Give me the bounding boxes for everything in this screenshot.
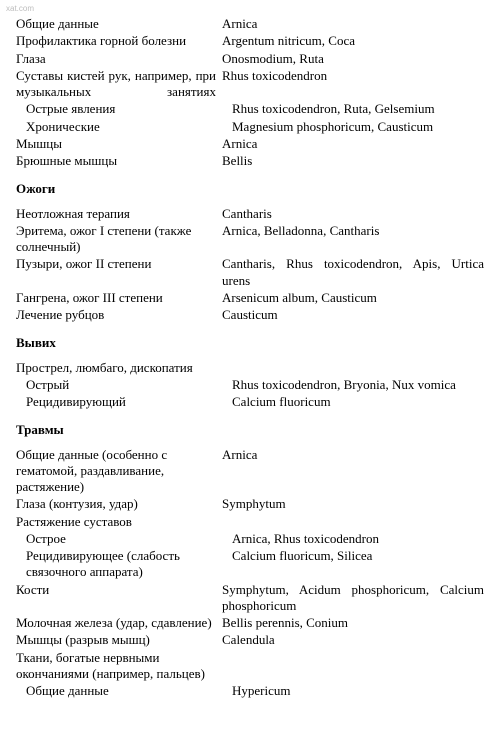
- entry-row: Лечение рубцовCausticum: [16, 307, 484, 323]
- entry-row: ОстроеArnica, Rhus toxicodendron: [16, 531, 484, 547]
- condition-label: Пузыри, ожог II степени: [16, 256, 222, 272]
- condition-label: Кости: [16, 582, 222, 598]
- remedy-value: Causticum: [222, 307, 484, 323]
- condition-label: Общие данные: [16, 683, 232, 699]
- remedy-value: Arnica: [222, 16, 484, 32]
- condition-label: Гангрена, ожог III степени: [16, 290, 222, 306]
- entry-row: Растяжение суставов: [16, 514, 484, 530]
- watermark: xat.com: [6, 4, 34, 14]
- remedy-value: Calcium fluoricum: [232, 394, 484, 410]
- remedy-value: Arnica, Rhus toxicodendron: [232, 531, 484, 547]
- remedy-value: Argentum nitricum, Coca: [222, 33, 484, 49]
- remedy-value: Arnica, Belladonna, Cantharis: [222, 223, 484, 239]
- entry-row: ГлазаOnosmodium, Ruta: [16, 51, 484, 67]
- condition-label: Эритема, ожог I степени (также солнечный…: [16, 223, 222, 256]
- entry-row: Глаза (контузия, удар)Symphytum: [16, 496, 484, 512]
- remedy-value: Rhus toxicodendron: [222, 68, 484, 84]
- entry-row: МышцыArnica: [16, 136, 484, 152]
- condition-label: Растяжение суставов: [16, 514, 222, 530]
- condition-label: Общие данные (особенно с гематомой, разд…: [16, 447, 222, 496]
- entry-row: РецидивирующийCalcium fluoricum: [16, 394, 484, 410]
- condition-label: Ткани, богатые нервными окончаниями (нап…: [16, 650, 222, 683]
- condition-label: Острые явления: [16, 101, 232, 117]
- remedy-value: Bellis perennis, Conium: [222, 615, 484, 631]
- remedy-value: Bellis: [222, 153, 484, 169]
- condition-label: Рецидивирующий: [16, 394, 232, 410]
- condition-label: Острое: [16, 531, 232, 547]
- remedy-value: Rhus toxicodendron, Ruta, Gelsemium: [232, 101, 484, 117]
- section-heading: Вывих: [16, 335, 484, 351]
- entry-row: Общие данные (особенно с гематомой, разд…: [16, 447, 484, 496]
- entry-row: Суставы кистей рук, например, при музыка…: [16, 68, 484, 101]
- remedy-value: Arnica: [222, 136, 484, 152]
- condition-label: Глаза (контузия, удар): [16, 496, 222, 512]
- entry-row: Эритема, ожог I степени (также солнечный…: [16, 223, 484, 256]
- entry-row: Рецидивирующее (слабость связочного аппа…: [16, 548, 484, 581]
- remedy-value: Symphytum, Acidum phosphoricum, Calcium …: [222, 582, 484, 615]
- document-body: Общие данныеArnicaПрофилактика горной бо…: [16, 12, 484, 699]
- entry-row: Гангрена, ожог III степениArsenicum albu…: [16, 290, 484, 306]
- entry-row: Молочная железа (удар, сдавление)Bellis …: [16, 615, 484, 631]
- condition-label: Глаза: [16, 51, 222, 67]
- condition-label: Прострел, люмбаго, дископатия: [16, 360, 222, 376]
- remedy-value: Magnesium phosphoricum, Causticum: [232, 119, 484, 135]
- entry-row: ХроническиеMagnesium phosphoricum, Caust…: [16, 119, 484, 135]
- condition-label: Брюшные мышцы: [16, 153, 222, 169]
- entry-row: Профилактика горной болезниArgentum nitr…: [16, 33, 484, 49]
- condition-label: Профилактика горной болезни: [16, 33, 222, 49]
- remedy-value: Symphytum: [222, 496, 484, 512]
- entry-row: Неотложная терапияCantharis: [16, 206, 484, 222]
- remedy-value: Rhus toxicodendron, Bryonia, Nux vomica: [232, 377, 484, 393]
- entry-row: КостиSymphytum, Acidum phosphoricum, Cal…: [16, 582, 484, 615]
- remedy-value: Cantharis: [222, 206, 484, 222]
- remedy-value: Arnica: [222, 447, 484, 463]
- condition-label: Молочная железа (удар, сдавление): [16, 615, 222, 631]
- condition-label: Хронические: [16, 119, 232, 135]
- entry-row: Общие данныеHypericum: [16, 683, 484, 699]
- remedy-value: Calcium fluoricum, Silicea: [232, 548, 484, 564]
- entry-row: Ткани, богатые нервными окончаниями (нап…: [16, 650, 484, 683]
- entry-row: Мышцы (разрыв мышц)Calendula: [16, 632, 484, 648]
- section-heading: Ожоги: [16, 181, 484, 197]
- condition-label: Лечение рубцов: [16, 307, 222, 323]
- remedy-value: Hypericum: [232, 683, 484, 699]
- entry-row: Общие данныеArnica: [16, 16, 484, 32]
- condition-label: Суставы кистей рук, например, при музыка…: [16, 68, 222, 101]
- condition-label: Неотложная терапия: [16, 206, 222, 222]
- section-heading: Травмы: [16, 422, 484, 438]
- entry-row: Брюшные мышцыBellis: [16, 153, 484, 169]
- condition-label: Мышцы (разрыв мышц): [16, 632, 222, 648]
- entry-row: ОстрыйRhus toxicodendron, Bryonia, Nux v…: [16, 377, 484, 393]
- remedy-value: Cantharis, Rhus toxicodendron, Apis, Urt…: [222, 256, 484, 289]
- condition-label: Общие данные: [16, 16, 222, 32]
- entry-row: Острые явленияRhus toxicodendron, Ruta, …: [16, 101, 484, 117]
- condition-label: Острый: [16, 377, 232, 393]
- entry-row: Пузыри, ожог II степениCantharis, Rhus t…: [16, 256, 484, 289]
- remedy-value: Onosmodium, Ruta: [222, 51, 484, 67]
- remedy-value: Calendula: [222, 632, 484, 648]
- condition-label: Мышцы: [16, 136, 222, 152]
- remedy-value: Arsenicum album, Causticum: [222, 290, 484, 306]
- entry-row: Прострел, люмбаго, дископатия: [16, 360, 484, 376]
- condition-label: Рецидивирующее (слабость связочного аппа…: [16, 548, 232, 581]
